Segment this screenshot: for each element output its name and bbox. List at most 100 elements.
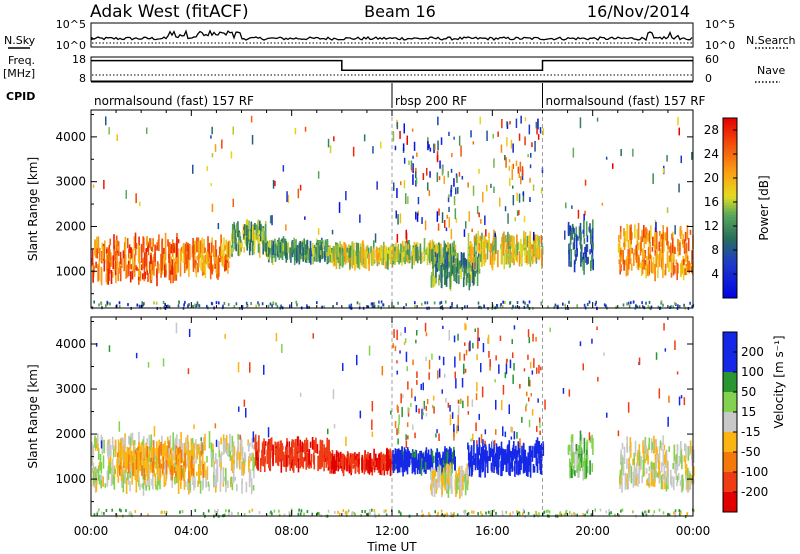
echo-mark	[92, 444, 95, 456]
echo-mark	[114, 468, 116, 474]
scatter-mark	[415, 211, 417, 220]
echo-mark	[537, 440, 540, 454]
scatter-mark	[515, 118, 518, 128]
echo-mark	[516, 453, 518, 468]
echo-mark	[636, 256, 639, 269]
echo-mark	[129, 437, 132, 446]
echo-mark	[291, 439, 294, 451]
echo-mark	[571, 451, 573, 466]
echo-mark	[170, 256, 172, 261]
echo-mark	[662, 231, 665, 239]
echo-mark	[164, 258, 166, 265]
echo-mark	[291, 446, 293, 454]
echo-mark	[329, 461, 331, 474]
scatter-mark	[238, 406, 240, 412]
echo-mark	[401, 245, 403, 251]
scatter-mark	[396, 370, 398, 375]
echo-mark	[204, 254, 207, 264]
ground-scatter-mark	[563, 513, 566, 517]
echo-mark	[215, 468, 218, 486]
echo-mark	[453, 264, 455, 282]
echo-mark	[637, 242, 640, 251]
ground-scatter-mark	[414, 301, 416, 305]
echo-mark	[225, 467, 227, 485]
echo-mark	[365, 246, 368, 255]
scatter-mark	[504, 155, 506, 161]
ground-scatter-mark	[337, 510, 339, 514]
echo-mark	[321, 461, 323, 468]
echo-mark	[285, 455, 288, 467]
scatter-mark	[394, 345, 397, 352]
ground-scatter-mark	[245, 301, 248, 305]
echo-mark	[676, 445, 679, 451]
echo-mark	[665, 476, 668, 492]
echo-mark	[138, 272, 140, 278]
colorbar-segment	[723, 169, 737, 173]
echo-mark	[227, 241, 230, 257]
ground-scatter-mark	[434, 510, 436, 514]
echo-mark	[434, 275, 436, 287]
echo-mark	[501, 459, 503, 477]
echo-mark	[326, 241, 328, 252]
ground-scatter-mark	[584, 513, 586, 517]
echo-mark	[434, 470, 437, 477]
echo-mark	[382, 250, 385, 266]
scatter-mark	[572, 147, 575, 158]
echo-mark	[534, 245, 536, 255]
ground-scatter-mark	[522, 512, 524, 516]
scatter-mark	[425, 413, 428, 417]
echo-mark	[225, 239, 228, 248]
echo-mark	[384, 247, 386, 262]
echo-mark	[222, 467, 225, 484]
echo-mark	[514, 254, 516, 261]
echo-mark	[207, 236, 209, 252]
echo-mark	[160, 253, 162, 269]
echo-mark	[201, 248, 204, 260]
colorbar-segment	[723, 259, 737, 263]
scatter-mark	[333, 136, 335, 142]
ground-scatter-mark	[246, 304, 248, 308]
echo-mark	[472, 270, 475, 286]
nave-right-tick-high: 60	[705, 53, 719, 66]
scatter-mark	[438, 433, 440, 441]
echo-mark	[270, 255, 273, 260]
echo-mark	[654, 264, 656, 282]
echo-mark	[187, 245, 190, 263]
ground-scatter-mark	[271, 512, 273, 516]
echo-mark	[186, 450, 189, 467]
ground-scatter-mark	[168, 305, 171, 309]
echo-mark	[420, 450, 423, 459]
echo-mark	[198, 240, 200, 252]
echo-mark	[442, 451, 444, 460]
echo-mark	[646, 454, 648, 461]
echo-mark	[400, 452, 402, 464]
echo-mark	[449, 254, 452, 262]
echo-mark	[308, 248, 311, 263]
ground-scatter-mark	[120, 509, 122, 513]
scatter-mark	[414, 432, 416, 439]
echo-mark	[459, 482, 461, 489]
echo-mark	[315, 247, 317, 253]
echo-mark	[524, 449, 527, 463]
echo-mark	[95, 472, 97, 482]
echo-mark	[483, 450, 486, 461]
scatter-mark	[518, 172, 521, 178]
ground-scatter-mark	[440, 509, 443, 513]
echo-mark	[673, 476, 675, 491]
echo-mark	[313, 452, 315, 465]
echo-mark	[649, 243, 651, 254]
scatter-mark	[396, 360, 398, 364]
x-tick-label: 00:00	[676, 524, 711, 538]
ground-scatter-mark	[361, 510, 363, 513]
scatter-mark	[494, 233, 496, 237]
echo-mark	[662, 262, 664, 278]
echo-mark	[220, 234, 222, 252]
ground-scatter-mark	[586, 303, 589, 306]
echo-mark	[685, 242, 688, 258]
scatter-mark	[502, 385, 505, 395]
echo-mark	[449, 243, 452, 258]
scatter-mark	[525, 405, 527, 412]
scatter-mark	[396, 428, 398, 436]
scatter-mark	[317, 228, 320, 235]
scatter-mark	[527, 154, 529, 158]
